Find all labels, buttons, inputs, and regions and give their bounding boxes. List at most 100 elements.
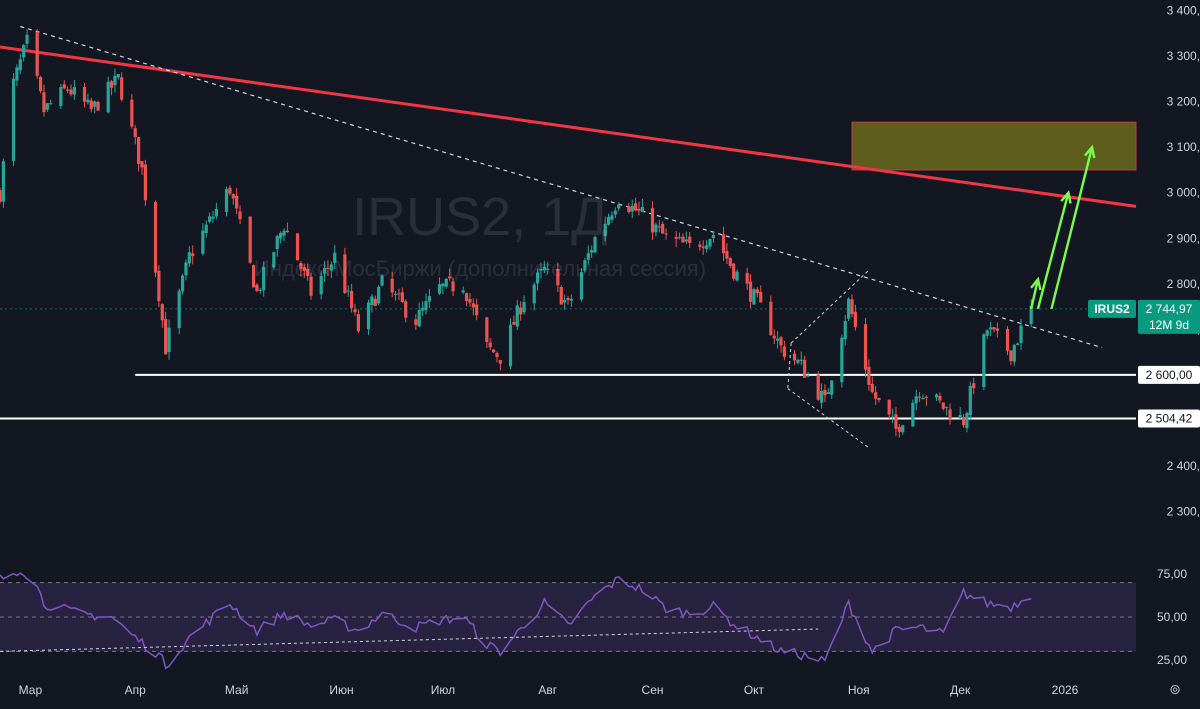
candle: [634, 197, 638, 212]
candle-body: [850, 299, 854, 315]
arrow-head: [1084, 144, 1096, 159]
candle: [116, 74, 120, 80]
candle: [782, 340, 786, 361]
candle-body: [897, 427, 901, 432]
candle-body: [877, 397, 881, 401]
candle: [1009, 350, 1013, 366]
candle-body: [495, 353, 499, 358]
candle: [461, 286, 465, 295]
candle: [164, 311, 168, 355]
candle-body: [701, 246, 705, 248]
candle: [586, 245, 590, 265]
candle-body: [985, 330, 989, 336]
candle-body: [444, 278, 448, 287]
candle-body: [350, 290, 354, 308]
candle: [208, 212, 212, 224]
candle-body: [752, 289, 756, 305]
candle-body: [38, 76, 43, 91]
candle-body: [306, 268, 310, 276]
candle: [840, 334, 844, 388]
candle: [877, 397, 881, 403]
candle-body: [62, 84, 66, 89]
candle-body: [282, 230, 286, 236]
candle-body: [116, 74, 120, 78]
candle-body: [488, 342, 492, 348]
candle: [333, 244, 337, 270]
candle-body: [309, 276, 313, 296]
candle: [681, 233, 685, 243]
candle-body: [593, 236, 597, 253]
candle: [414, 314, 418, 330]
candle-body: [475, 304, 479, 316]
candle-body: [143, 164, 147, 201]
candle-body: [204, 224, 208, 233]
rsi-trendline: [0, 628, 819, 652]
candle: [721, 226, 726, 261]
candle: [282, 228, 286, 241]
candle-body: [214, 208, 218, 217]
candle: [400, 287, 404, 303]
candle-body: [187, 252, 191, 264]
candle-body: [688, 236, 692, 243]
candle-body: [69, 89, 73, 95]
candle: [563, 294, 567, 310]
candle: [299, 261, 303, 277]
candle-body: [566, 297, 570, 300]
candle-body: [471, 303, 475, 308]
candle-body: [180, 275, 185, 292]
candle: [772, 329, 776, 344]
last-price-badge: IRUS2 2 744,97 12М 9d: [1088, 299, 1200, 334]
candle: [343, 247, 347, 294]
candle: [25, 29, 29, 49]
candle-body: [421, 307, 425, 311]
candle: [187, 246, 191, 267]
candle: [542, 260, 546, 273]
candle-body: [356, 314, 360, 332]
y-tick-label: 3 400,00: [1167, 4, 1200, 18]
price-badge: [1138, 299, 1200, 334]
candle: [1005, 326, 1010, 356]
candle-body: [637, 208, 641, 211]
y-tick-label: 2 900,00: [1167, 231, 1200, 245]
candle: [735, 269, 739, 282]
candle-body: [404, 301, 408, 318]
candle: [96, 100, 100, 112]
candle-body: [333, 252, 337, 263]
candle-body: [464, 293, 469, 302]
candle-body: [721, 234, 726, 254]
candle-body: [106, 81, 110, 113]
candle: [214, 202, 218, 220]
candle-body: [258, 289, 262, 291]
candle: [522, 295, 526, 315]
settings-icon[interactable]: ⊚: [1169, 681, 1181, 697]
candle: [235, 188, 239, 215]
candle-body: [613, 210, 617, 215]
candle: [69, 84, 73, 97]
candle-body: [539, 268, 543, 271]
candle: [437, 277, 442, 296]
candle: [184, 259, 188, 281]
candle-body: [606, 216, 611, 225]
wedge-lower-line: [787, 388, 870, 449]
candle-body: [157, 270, 161, 302]
candle: [113, 68, 117, 93]
candle-body: [153, 202, 158, 273]
candle: [843, 315, 847, 346]
candle-body: [299, 262, 303, 269]
candle: [941, 402, 945, 411]
candle-body: [759, 291, 763, 303]
candle-body: [35, 32, 39, 76]
candle: [830, 380, 834, 399]
candle: [224, 186, 229, 217]
candle-body: [894, 414, 898, 429]
candle: [15, 64, 19, 87]
candle: [140, 161, 144, 175]
candle-body: [400, 292, 404, 303]
candle: [698, 240, 702, 251]
candle-body: [285, 230, 289, 233]
candle: [914, 389, 918, 410]
candle-body: [890, 416, 895, 418]
candle-body: [755, 289, 759, 294]
candle-body: [934, 394, 939, 398]
